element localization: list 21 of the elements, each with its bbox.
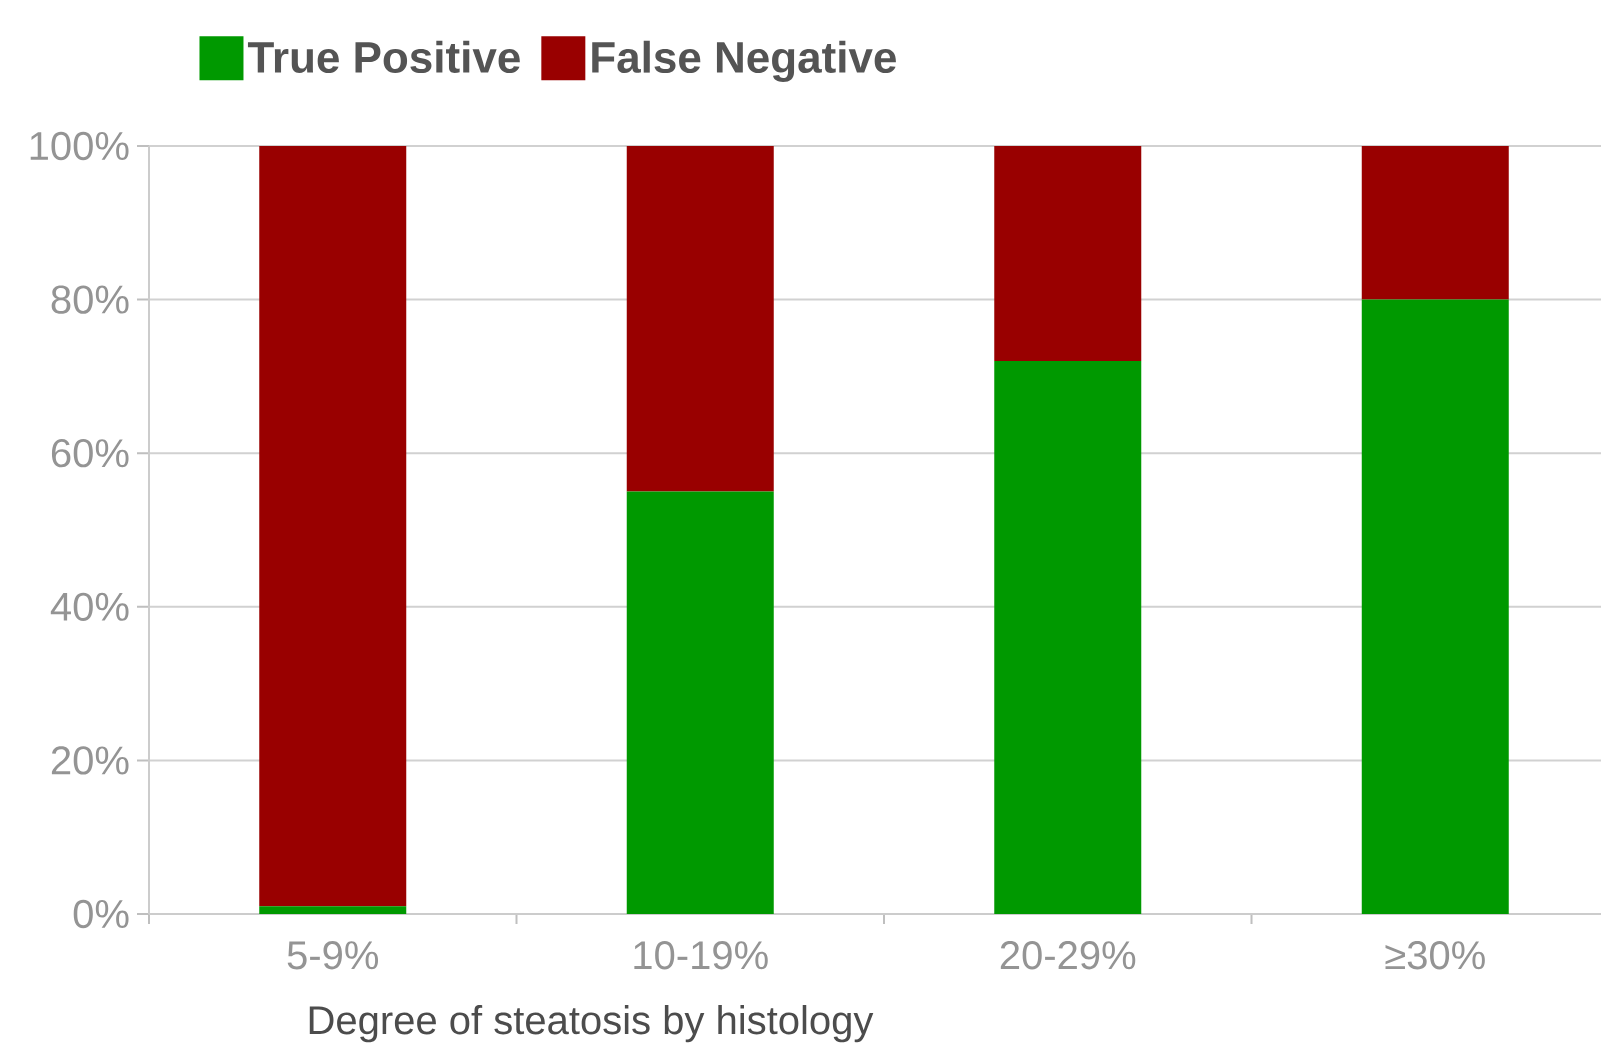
y-tick-label: 20% (51, 746, 129, 775)
bar (626, 145, 774, 492)
x-tick-label: 20-29% (1000, 941, 1136, 970)
bar (259, 145, 407, 907)
bar (1361, 299, 1509, 914)
legend-label: False Negative (592, 40, 896, 82)
y-tick-label: 60% (51, 439, 129, 468)
y-tick-label: 0% (73, 899, 129, 929)
bar (994, 145, 1142, 362)
y-tick-label: 80% (51, 285, 129, 314)
y-tick-label: 100% (30, 131, 129, 161)
x-tick-label: 10-19% (634, 941, 768, 970)
bar (626, 491, 774, 914)
bar (1361, 145, 1509, 300)
bar (259, 906, 407, 914)
x-tick-label: 5-9% (287, 941, 379, 970)
y-tick-label: 40% (50, 592, 129, 621)
legend-label: True Positive (247, 40, 520, 74)
bar (994, 361, 1142, 914)
x-axis-title: Degree of steatosis by histology (309, 1005, 874, 1043)
x-tick-label: ≥30% (1385, 941, 1485, 970)
